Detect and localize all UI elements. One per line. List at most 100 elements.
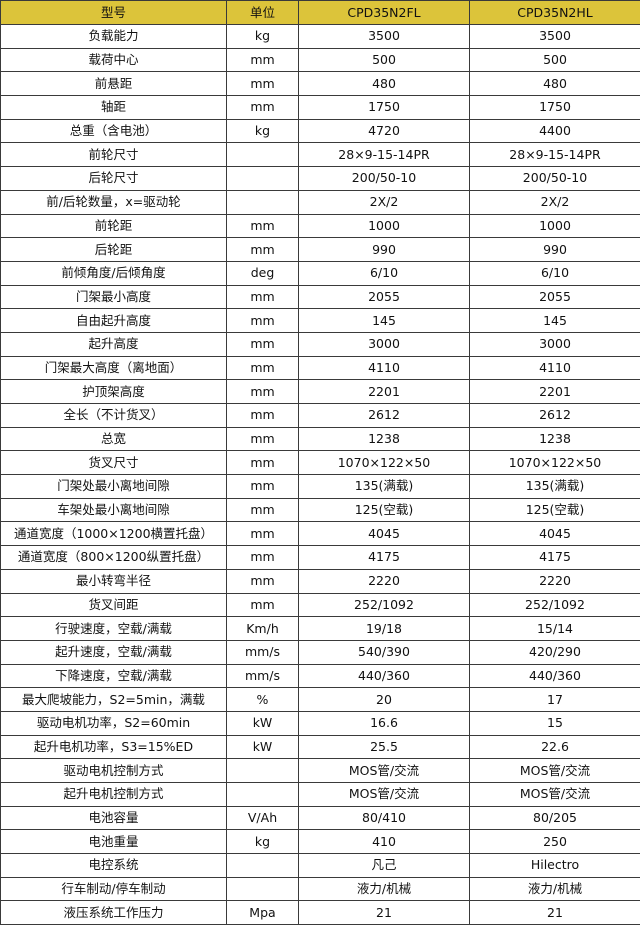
table-row: 最大爬坡能力，S2=5min，满载% 20 17	[0, 687, 640, 712]
value-fl-cell: 21	[298, 900, 470, 926]
value-hl-cell: 250	[469, 829, 640, 855]
table-row: 自由起升高度 mm 145 145	[0, 308, 640, 333]
param-name-cell: 最小转弯半径	[0, 568, 227, 594]
table-row: 前悬距 mm 480 480	[0, 71, 640, 97]
param-name-cell: 门架处最小离地间隙	[0, 474, 227, 499]
table-row: 最小转弯半径 mm 2220 2220	[0, 568, 640, 594]
param-name-cell: 车架处最小离地间隙	[0, 497, 227, 523]
param-name-cell: 总重（含电池）	[0, 118, 227, 144]
table-row: 总宽 mm 1238 1238	[0, 426, 640, 452]
value-fl-cell: 28×9-15-14PR	[298, 142, 470, 168]
value-fl-cell: 135(满载)	[298, 474, 470, 499]
value-fl-cell: 2220	[298, 568, 470, 594]
value-fl-cell: 540/390	[298, 639, 470, 665]
param-name-cell: 门架最小高度	[0, 284, 227, 310]
value-hl-cell: 4175	[469, 545, 640, 570]
param-name-cell: 前轮距	[0, 213, 227, 239]
param-name-cell: 驱动电机控制方式	[0, 758, 227, 783]
value-fl-cell: 2612	[298, 403, 470, 428]
value-fl-cell: 2055	[298, 284, 470, 310]
unit-cell: mm	[226, 426, 299, 452]
value-fl-cell: 25.5	[298, 734, 470, 760]
table-row: 全长（不计货叉） mm 2612 2612	[0, 403, 640, 428]
unit-cell: V/Ah	[226, 805, 299, 831]
param-name-cell: 前轮尺寸	[0, 142, 227, 168]
value-fl-cell: 252/1092	[298, 592, 470, 618]
value-fl-cell: 4110	[298, 355, 470, 381]
value-fl-cell: 6/10	[298, 260, 470, 286]
value-hl-cell: 500	[469, 47, 640, 73]
table-row: 车架处最小离地间隙 mm 125(空载) 125(空载)	[0, 497, 640, 523]
param-name-cell: 前悬距	[0, 71, 227, 97]
value-hl-cell: 480	[469, 71, 640, 97]
value-hl-cell: 2612	[469, 403, 640, 428]
value-fl-cell: 2X/2	[298, 189, 470, 215]
table-row: 前轮距 mm 1000 1000	[0, 213, 640, 239]
table-row: 液压系统工作压力 Mpa 21 21	[0, 900, 640, 926]
table-row: 电池容量 V/Ah 80/410 80/205	[0, 805, 640, 831]
param-name-cell: 后轮尺寸	[0, 166, 227, 191]
unit-cell: mm	[226, 308, 299, 333]
param-name-cell: 电池重量	[0, 829, 227, 855]
unit-cell: mm	[226, 71, 299, 97]
param-name-cell: 行车制动/停车制动	[0, 876, 227, 902]
table-row: 门架处最小离地间隙 mm 135(满载) 135(满载)	[0, 474, 640, 499]
value-fl-cell: 1238	[298, 426, 470, 452]
value-hl-cell: 135(满载)	[469, 474, 640, 499]
param-name-cell: 液压系统工作压力	[0, 900, 227, 926]
value-hl-cell: MOS管/交流	[469, 782, 640, 807]
param-name-cell: 起升电机功率，S3=15%ED	[0, 734, 227, 760]
value-hl-cell: 80/205	[469, 805, 640, 831]
unit-cell: deg	[226, 260, 299, 286]
param-name-cell: 货叉间距	[0, 592, 227, 618]
value-fl-cell: 145	[298, 308, 470, 333]
value-hl-cell: 28×9-15-14PR	[469, 142, 640, 168]
param-name-cell: 前倾角度/后倾角度	[0, 260, 227, 286]
param-name-cell: 起升高度	[0, 331, 227, 357]
unit-cell: mm	[226, 95, 299, 120]
value-fl-cell: 500	[298, 47, 470, 73]
table-row: 行车制动/停车制动 液力/机械 液力/机械	[0, 876, 640, 902]
param-name-cell: 货叉尺寸	[0, 450, 227, 476]
unit-cell: mm	[226, 592, 299, 618]
param-name-cell: 载荷中心	[0, 47, 227, 73]
table-row: 护顶架高度 mm 2201 2201	[0, 379, 640, 404]
unit-cell: mm	[226, 497, 299, 523]
table-row: 下降速度，空载/满载 mm/s 440/360 440/360	[0, 663, 640, 689]
value-fl-cell: 1750	[298, 95, 470, 120]
value-hl-cell: 2201	[469, 379, 640, 404]
value-fl-cell: 410	[298, 829, 470, 855]
unit-cell: mm	[226, 545, 299, 570]
table-row: 后轮尺寸 200/50-10 200/50-10	[0, 166, 640, 191]
table-row: 货叉间距 mm 252/1092 252/1092	[0, 592, 640, 618]
param-name-cell: 行驶速度，空载/满载	[0, 616, 227, 641]
value-hl-cell: 125(空载)	[469, 497, 640, 523]
table-row: 总重（含电池） kg 4720 4400	[0, 118, 640, 144]
param-name-cell: 自由起升高度	[0, 308, 227, 333]
spec-rows: 负载能力 kg 3500 3500 载荷中心 mm 500 500 前悬距 mm 480 480 轴距 m…	[0, 24, 640, 926]
value-fl-cell: 1070×122×50	[298, 450, 470, 476]
value-hl-cell: 4110	[469, 355, 640, 381]
table-row: 起升高度 mm 3000 3000	[0, 331, 640, 357]
unit-cell	[226, 782, 299, 807]
value-fl-cell: MOS管/交流	[298, 758, 470, 783]
param-name-cell: 负载能力	[0, 24, 227, 49]
table-row: 驱动电机控制方式 MOS管/交流 MOS管/交流	[0, 758, 640, 783]
param-name-cell: 下降速度，空载/满载	[0, 663, 227, 689]
value-hl-cell: 2055	[469, 284, 640, 310]
unit-cell: kg	[226, 118, 299, 144]
param-name-cell: 通道宽度（1000×1200横置托盘）	[0, 521, 227, 547]
table-row: 载荷中心 mm 500 500	[0, 47, 640, 73]
value-fl-cell: 2201	[298, 379, 470, 404]
unit-cell: mm	[226, 403, 299, 428]
table-row: 电控系统 凡己 Hilectro	[0, 853, 640, 878]
unit-cell: kW	[226, 734, 299, 760]
value-fl-cell: 19/18	[298, 616, 470, 641]
param-name-cell: 前/后轮数量，x=驱动轮	[0, 189, 227, 215]
header-cpd35n2hl: CPD35N2HL	[469, 0, 640, 25]
value-fl-cell: 4720	[298, 118, 470, 144]
table-row: 起升速度，空载/满载 mm/s 540/390 420/290	[0, 639, 640, 665]
table-row: 轴距 mm 1750 1750	[0, 95, 640, 120]
value-hl-cell: 17	[469, 687, 640, 712]
unit-cell: mm	[226, 213, 299, 239]
